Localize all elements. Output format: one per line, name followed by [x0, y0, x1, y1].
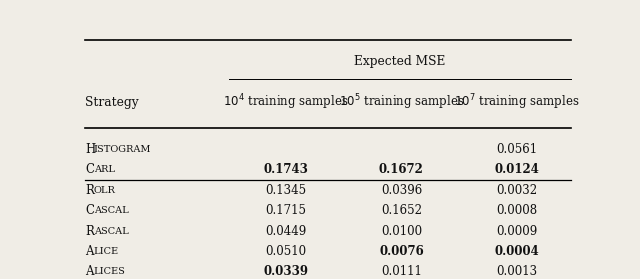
Text: 0.0111: 0.0111: [381, 265, 422, 278]
Text: 0.0013: 0.0013: [496, 265, 537, 278]
Text: 0.1743: 0.1743: [264, 163, 308, 176]
Text: 0.0004: 0.0004: [494, 245, 539, 258]
Text: 0.0510: 0.0510: [265, 245, 307, 258]
Text: ARL: ARL: [94, 165, 115, 174]
Text: $10^{7}$ training samples: $10^{7}$ training samples: [454, 92, 579, 112]
Text: 0.0124: 0.0124: [494, 163, 539, 176]
Text: $10^{4}$ training samples: $10^{4}$ training samples: [223, 92, 349, 112]
Text: 0.0009: 0.0009: [496, 225, 537, 238]
Text: 0.0396: 0.0396: [381, 184, 422, 197]
Text: H: H: [85, 143, 95, 156]
Text: 0.1715: 0.1715: [266, 204, 307, 217]
Text: ASCAL: ASCAL: [94, 227, 129, 236]
Text: 0.0339: 0.0339: [263, 265, 308, 278]
Text: $10^{5}$ training samples: $10^{5}$ training samples: [339, 92, 464, 112]
Text: 0.1672: 0.1672: [379, 163, 424, 176]
Text: 0.0449: 0.0449: [265, 225, 307, 238]
Text: OLR: OLR: [94, 186, 116, 195]
Text: LICES: LICES: [94, 268, 126, 276]
Text: Strategy: Strategy: [85, 96, 139, 109]
Text: A: A: [85, 265, 93, 278]
Text: Expected MSE: Expected MSE: [354, 55, 445, 68]
Text: 0.0032: 0.0032: [496, 184, 537, 197]
Text: C: C: [85, 163, 94, 176]
Text: ASCAL: ASCAL: [94, 206, 129, 215]
Text: 0.1652: 0.1652: [381, 204, 422, 217]
Text: 0.0100: 0.0100: [381, 225, 422, 238]
Text: R: R: [85, 184, 94, 197]
Text: LICE: LICE: [94, 247, 119, 256]
Text: A: A: [85, 245, 93, 258]
Text: 0.0076: 0.0076: [379, 245, 424, 258]
Text: R: R: [85, 225, 94, 238]
Text: 0.0008: 0.0008: [496, 204, 537, 217]
Text: 0.0561: 0.0561: [496, 143, 537, 156]
Text: ISTOGRAM: ISTOGRAM: [94, 145, 152, 154]
Text: C: C: [85, 204, 94, 217]
Text: 0.1345: 0.1345: [265, 184, 307, 197]
